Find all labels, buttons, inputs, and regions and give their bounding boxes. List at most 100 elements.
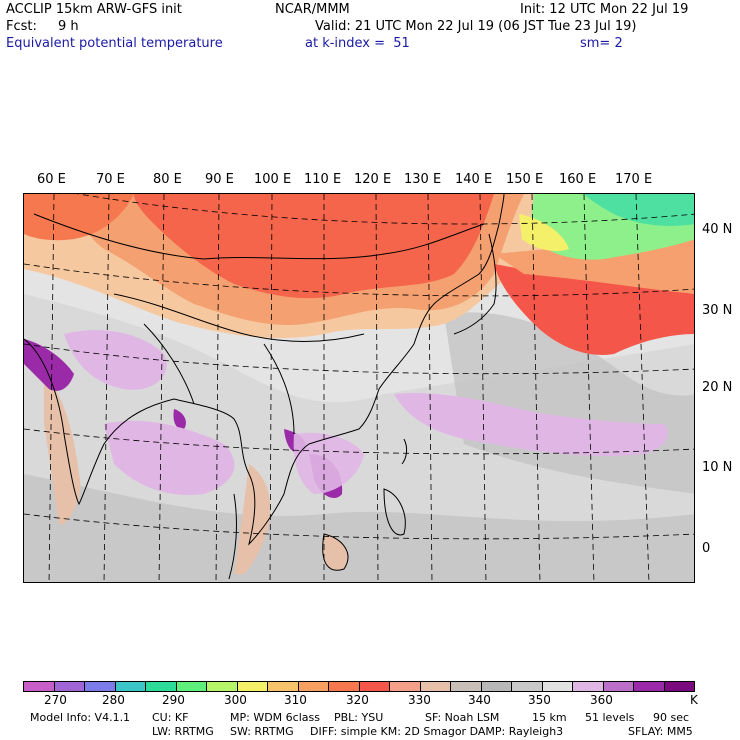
footer-sflay: SFLAY: MM5 (628, 725, 693, 738)
cool-band-cyan (584, 194, 694, 226)
footer-pbl: PBL: YSU (334, 711, 384, 724)
meridian-140e (479, 194, 487, 582)
lon-label-170e: 170 E (615, 172, 653, 187)
indochina-tan-patch (234, 464, 271, 574)
colorbar-swatch (268, 682, 299, 691)
colorbar-unit: K (690, 693, 698, 707)
colorbar-label-290: 290 (162, 693, 185, 707)
meridian-170e (635, 194, 650, 582)
colorbar (23, 681, 695, 692)
meridian-60e (48, 194, 55, 582)
meridian-90e (215, 194, 220, 582)
field-name: Equivalent potential temperature (6, 36, 223, 51)
lon-label-130e: 130 E (404, 172, 442, 187)
border-russia (33, 213, 485, 260)
purple-patch-bengal (173, 409, 186, 430)
colorbar-swatch (664, 682, 694, 691)
malay-outline (228, 493, 237, 580)
valid-time: Valid: 21 UTC Mon 22 Jul 19 (06 JST Tue … (315, 19, 637, 34)
meridian-100e (269, 194, 273, 582)
meridian-120e (375, 194, 379, 582)
meridian-150e (531, 194, 541, 582)
coastlines (24, 194, 505, 580)
lon-label-160e: 160 E (559, 172, 597, 187)
lat-label-30n: 30 N (702, 303, 733, 318)
colorbar-label-350: 350 (528, 693, 551, 707)
org-label: NCAR/MMM (275, 2, 350, 17)
lon-label-70e: 70 E (96, 172, 125, 187)
colorbar-swatch (420, 682, 451, 691)
colorbar-swatch (24, 682, 55, 691)
lon-label-140e: 140 E (455, 172, 493, 187)
colorbar-label-280: 280 (102, 693, 125, 707)
border-india-east (143, 323, 195, 405)
footer-levels: 51 levels (585, 711, 635, 724)
lat-label-10n: 10 N (702, 460, 733, 475)
meridian-160e (583, 194, 595, 582)
smooth-label: sm= 2 (580, 36, 623, 51)
footer-sw: SW: RRTMG (230, 725, 294, 738)
colorbar-label-300: 300 (224, 693, 247, 707)
theta-e-map (23, 193, 695, 583)
lon-label-80e: 80 E (153, 172, 182, 187)
footer-timestep: 90 sec (653, 711, 690, 724)
footer-mp: MP: WDM 6class (230, 711, 320, 724)
colorbar-swatch (237, 682, 268, 691)
meridian-130e (427, 194, 433, 582)
colorbar-swatch (207, 682, 238, 691)
map-svg (24, 194, 694, 582)
init-time: Init: 12 UTC Mon 22 Jul 19 (520, 2, 689, 17)
colorbar-swatch (634, 682, 665, 691)
colorbar-swatch (298, 682, 329, 691)
lon-label-60e: 60 E (37, 172, 66, 187)
footer-lw: LW: RRTMG (152, 725, 214, 738)
lon-label-90e: 90 E (205, 172, 234, 187)
colorbar-swatch (512, 682, 543, 691)
light-purple-scs (293, 432, 364, 494)
cool-band-yellow (519, 214, 569, 251)
level-label: at k-index = 51 (305, 36, 410, 51)
japan-coastline (453, 233, 497, 335)
colorbar-swatch (451, 682, 482, 691)
footer-sf: SF: Noah LSM (425, 711, 500, 724)
colorbar-swatch (603, 682, 634, 691)
borneo-outline (322, 533, 349, 571)
colorbar-swatch (542, 682, 573, 691)
colorbar-swatch (390, 682, 421, 691)
light-purple-west (64, 330, 167, 390)
warm-band-red (134, 194, 494, 299)
graticule (24, 194, 694, 582)
footer-model-info: Model Info: V4.1.1 (30, 711, 131, 724)
lon-label-100e: 100 E (254, 172, 292, 187)
asia-coastline (24, 194, 505, 546)
footer-cu: CU: KF (152, 711, 189, 724)
lat-label-0: 0 (702, 541, 711, 556)
fcst-value: 9 h (58, 19, 79, 34)
colorbar-swatch (481, 682, 512, 691)
colorbar-swatch (359, 682, 390, 691)
colorbar-swatch (115, 682, 146, 691)
colorbar-swatch (176, 682, 207, 691)
colorbar-label-340: 340 (468, 693, 491, 707)
meridian-80e (158, 194, 165, 582)
colorbar-label-330: 330 (408, 693, 431, 707)
colorbar-label-270: 270 (44, 693, 67, 707)
meridian-70e (103, 194, 110, 582)
lat-label-20n: 20 N (702, 380, 733, 395)
border-himalaya (113, 293, 365, 342)
light-purple-india (104, 420, 235, 495)
colorbar-label-360: 360 (590, 693, 613, 707)
colorbar-swatch (54, 682, 85, 691)
colorbar-swatch (329, 682, 360, 691)
colorbar-swatch (573, 682, 604, 691)
lon-label-150e: 150 E (506, 172, 544, 187)
colorbar-swatch (146, 682, 177, 691)
gray-band-south (24, 474, 694, 582)
border-china-south (263, 343, 295, 435)
lat-label-40n: 40 N (702, 222, 733, 237)
colorbar-swatch (85, 682, 116, 691)
warm-band-northwest (24, 194, 134, 241)
colorbar-label-310: 310 (284, 693, 307, 707)
model-title: ACCLIP 15km ARW-GFS init (6, 2, 182, 17)
lon-label-110e: 110 E (304, 172, 342, 187)
